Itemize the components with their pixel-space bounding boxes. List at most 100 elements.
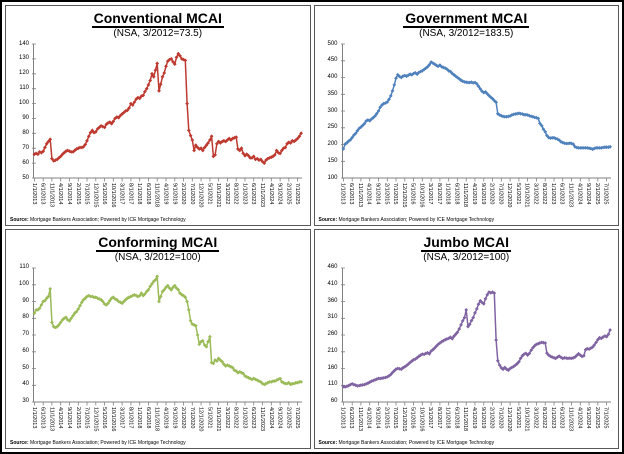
x-axis-tick-label: 11/1/2023 xyxy=(567,183,574,208)
x-axis-tick-label: 12/1/2015 xyxy=(400,183,407,208)
x-axis-tick-label: 11/1/2018 xyxy=(462,183,469,208)
x-axis-tick-label: 4/1/2024 xyxy=(267,406,274,428)
x-axis-tick-label: 11/1/2023 xyxy=(259,406,265,431)
series-markers xyxy=(32,274,303,386)
plot-svg xyxy=(340,267,612,405)
x-axis-tick-label: 12/1/2020 xyxy=(506,183,513,208)
y-axis-tick-label: 500 xyxy=(327,40,338,47)
x-axis-tick-label: 11/1/2023 xyxy=(259,183,265,208)
series-markers xyxy=(32,51,303,165)
x-axis-tick-label: 3/1/2022 xyxy=(223,406,230,428)
chart-title: Jumbo MCAI xyxy=(319,233,615,252)
y-axis-labels: 500 450 400 350 300 250 200 150 100 xyxy=(319,41,341,182)
x-axis-tick-label: 5/1/2021 xyxy=(206,183,213,205)
x-axis-tick-label: 6/1/2013 xyxy=(348,183,355,205)
x-axis-tick-label: 2/1/2020 xyxy=(488,183,495,205)
x-axis-tick-label: 7/1/2025 xyxy=(602,183,609,205)
x-axis-tick-label: 7/1/2015 xyxy=(83,406,90,428)
x-axis-tick-label: 5/1/2016 xyxy=(101,406,108,428)
x-axis-labels: 1/1/2013 6/1/2013 11/1/2013 4/1/2014 9/1/201… xyxy=(319,406,615,437)
x-axis-ticks xyxy=(34,401,298,405)
x-axis-tick-label: 12/1/2020 xyxy=(197,406,204,431)
x-axis-tick-label: 4/1/2019 xyxy=(162,183,169,205)
y-axis-tick-label: 360 xyxy=(327,297,338,304)
x-axis-tick-label: 2/1/2020 xyxy=(488,406,495,428)
x-axis-tick-label: 7/1/2015 xyxy=(392,183,399,205)
chart-title-text: Conventional MCAI xyxy=(91,10,224,28)
y-axis-tick-label: 80 xyxy=(22,314,29,321)
x-axis-tick-label: 6/1/2023 xyxy=(558,406,565,428)
y-axis-tick-label: 100 xyxy=(18,100,29,107)
y-axis-labels: 110 100 90 80 70 60 50 40 30 xyxy=(10,264,32,406)
x-axis-tick-label: 11/1/2013 xyxy=(356,183,363,208)
y-axis-tick-label: 70 xyxy=(22,331,29,337)
x-axis-tick-label: 6/1/2023 xyxy=(250,406,257,428)
y-axis-tick-label: 80 xyxy=(22,129,29,136)
x-axis-tick-label: 9/1/2014 xyxy=(65,183,72,205)
x-axis-tick-label: 2/1/2020 xyxy=(180,183,187,205)
x-axis-tick-label: 7/1/2025 xyxy=(294,406,301,428)
y-axis-tick-label: 110 xyxy=(19,264,29,270)
plot-svg xyxy=(32,43,303,182)
y-axis-tick-label: 250 xyxy=(327,124,338,131)
x-axis-tick-label: 9/1/2019 xyxy=(171,183,178,205)
source-note-prefix: Source: xyxy=(318,216,338,223)
y-axis-tick-label: 400 xyxy=(327,74,338,80)
axis-lines xyxy=(341,267,611,402)
x-axis-tick-label: 12/1/2020 xyxy=(506,406,513,431)
source-note: Source: Mortgage Bankers Association; Po… xyxy=(10,440,186,446)
series-line xyxy=(33,275,302,385)
x-axis-tick-label: 2/1/2015 xyxy=(74,406,81,428)
x-axis-tick-label: 8/1/2017 xyxy=(127,406,134,428)
x-axis-tick-label: 4/1/2024 xyxy=(576,406,583,428)
source-note-prefix: Source: xyxy=(10,440,29,446)
x-axis-tick-label: 9/1/2014 xyxy=(65,406,72,428)
plot-area xyxy=(340,41,613,182)
x-axis-tick-label: 3/1/2017 xyxy=(118,406,125,428)
x-axis-tick-label: 8/1/2017 xyxy=(435,406,442,428)
x-axis-tick-label: 4/1/2014 xyxy=(365,183,372,205)
x-axis-tick-label: 1/1/2023 xyxy=(241,406,248,428)
y-axis-tick-label: 100 xyxy=(18,280,29,287)
x-axis-tick-label: 2/1/2015 xyxy=(383,183,390,205)
chart-title: Conventional MCAI xyxy=(10,10,306,28)
source-note-text: Mortgage Bankers Association; Powered by… xyxy=(337,440,495,446)
x-axis-tick-label: 9/1/2019 xyxy=(479,183,486,205)
source-note-text: Mortgage Bankers Association; Powered by… xyxy=(28,216,186,223)
chart-panel-jumbo: Jumbo MCAI (NSA, 3/2012=100) 460 410 360 31… xyxy=(313,228,619,449)
x-axis-tick-label: 1/1/2013 xyxy=(30,183,37,205)
x-axis-tick-label: 4/1/2024 xyxy=(267,183,274,205)
series-markers xyxy=(341,289,612,389)
x-axis-tick-label: 6/1/2018 xyxy=(144,183,151,205)
x-axis-tick-label: 2/1/2025 xyxy=(593,406,600,428)
y-axis-tick-label: 200 xyxy=(327,141,338,147)
y-axis-tick-label: 130 xyxy=(18,55,29,62)
y-axis-tick-label: 350 xyxy=(327,90,338,97)
x-axis-tick-label: 4/1/2019 xyxy=(470,406,477,428)
chart-subtitle: (NSA, 3/2012=183.5) xyxy=(419,28,514,39)
chart-body: 500 450 400 350 300 250 200 150 100 xyxy=(319,41,615,182)
x-axis-tick-label: 3/1/2022 xyxy=(223,183,230,205)
x-axis-tick-label: 7/1/2015 xyxy=(83,183,90,205)
y-axis-tick-label: 30 xyxy=(22,398,29,404)
x-axis-tick-label: 11/1/2018 xyxy=(153,406,160,431)
x-axis-tick-label: 2/1/2025 xyxy=(285,406,292,428)
source-note: Source: Mortgage Bankers Association; Po… xyxy=(319,217,495,223)
x-axis-tick-label: 7/1/2020 xyxy=(188,406,195,428)
x-axis-ticks xyxy=(342,178,607,182)
x-axis-tick-label: 5/1/2021 xyxy=(514,406,521,428)
x-axis-tick-label: 1/1/2013 xyxy=(30,406,37,428)
x-axis-tick-label: 1/1/2018 xyxy=(444,183,451,205)
y-axis-tick-label: 90 xyxy=(22,297,29,304)
x-axis-tick-label: 9/1/2024 xyxy=(585,183,592,205)
x-axis-ticks xyxy=(342,401,607,405)
x-axis-tick-label: 1/1/2018 xyxy=(136,406,143,428)
y-axis-tick-label: 60 xyxy=(22,159,29,166)
y-axis-tick-label: 50 xyxy=(22,364,29,371)
x-axis-tick-label: 9/1/2024 xyxy=(276,406,283,428)
plot-area xyxy=(340,265,613,406)
x-axis-tick-label: 4/1/2019 xyxy=(470,183,477,205)
x-axis-tick-label: 8/1/2017 xyxy=(435,183,442,205)
y-axis-tick-label: 150 xyxy=(327,157,338,164)
